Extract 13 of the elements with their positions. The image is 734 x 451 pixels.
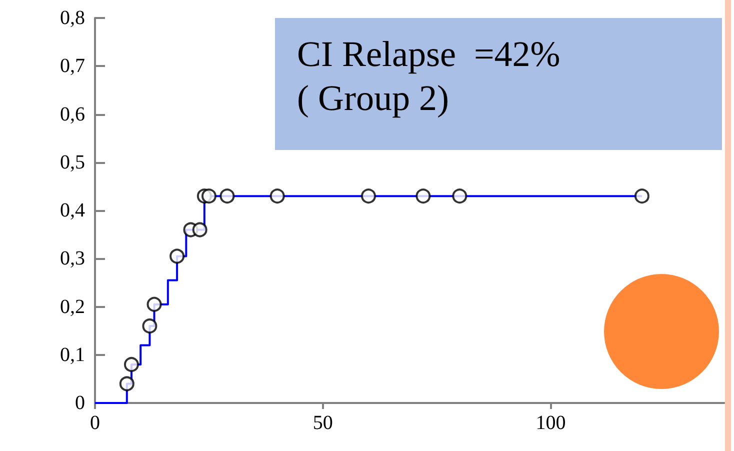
x-tick-label: 100 bbox=[536, 412, 566, 434]
y-tick-label: 0 bbox=[75, 392, 85, 414]
y-tick-label: 0,5 bbox=[60, 151, 85, 174]
y-tick-label: 0,4 bbox=[60, 200, 85, 222]
x-tick-label: 0 bbox=[90, 412, 100, 434]
y-tick-label: 0,6 bbox=[60, 103, 85, 126]
y-tick-label: 0,8 bbox=[60, 7, 85, 29]
y-tick-label: 0,1 bbox=[60, 344, 85, 366]
y-tick-label: 0,3 bbox=[60, 248, 85, 270]
y-tick-label: 0,7 bbox=[60, 55, 85, 78]
annotation: CI Relapse =42% ( Group 2) bbox=[297, 33, 560, 120]
y-tick-label: 0,2 bbox=[60, 296, 85, 318]
x-tick-label: 50 bbox=[312, 412, 333, 434]
